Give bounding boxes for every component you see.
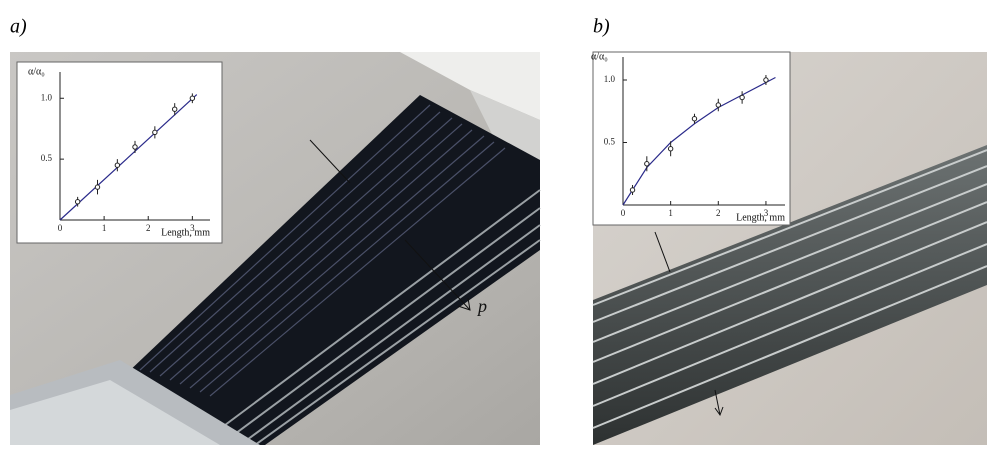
data-point (691, 116, 698, 122)
data-point (152, 129, 158, 136)
fit-line (59, 94, 198, 221)
fit-line (622, 76, 776, 206)
inset-frame (16, 61, 223, 244)
panel-label: a) (10, 16, 27, 38)
data-point (172, 106, 178, 112)
data-point (189, 95, 196, 101)
x-tick-label: 2 (146, 223, 151, 233)
x-tick-label: 2 (716, 208, 721, 218)
data-point (94, 184, 101, 190)
y-axis-label: α/α₀ (591, 51, 608, 62)
data-point (715, 102, 721, 108)
photo-a: p (10, 52, 541, 446)
x-axis-label: Length, mm (736, 212, 785, 223)
x-tick-label: 3 (190, 223, 195, 233)
data-point (667, 146, 674, 152)
data-point (114, 162, 121, 168)
inset-frame (592, 51, 791, 226)
insets: 0 1 2 3 0.5 1.0 α/α₀ Length, mm 0 1 2 3 0.5 1.0 α/α₀ Le… (28, 51, 785, 238)
y-tick-label: 1.0 (604, 74, 616, 84)
data-point (644, 161, 650, 167)
x-tick-label: 1 (102, 223, 107, 233)
x-tick-label: 1 (668, 208, 673, 218)
y-tick-label: 1.0 (41, 92, 53, 102)
x-tick-label: 0 (621, 208, 626, 218)
y-axis-label: α/α₀ (28, 66, 45, 77)
x-tick-label: 0 (58, 223, 63, 233)
data-point (132, 144, 138, 150)
data-point (74, 199, 81, 205)
y-tick-label: 0.5 (41, 153, 53, 163)
panel-label: b) (593, 16, 610, 38)
data-point (629, 187, 636, 193)
arrow-label: p (476, 296, 487, 316)
x-axis-label: Length, mm (161, 227, 210, 238)
x-tick-label: 3 (764, 208, 769, 218)
y-tick-label: 0.5 (604, 137, 616, 147)
data-point (763, 77, 769, 83)
data-point (739, 94, 745, 101)
